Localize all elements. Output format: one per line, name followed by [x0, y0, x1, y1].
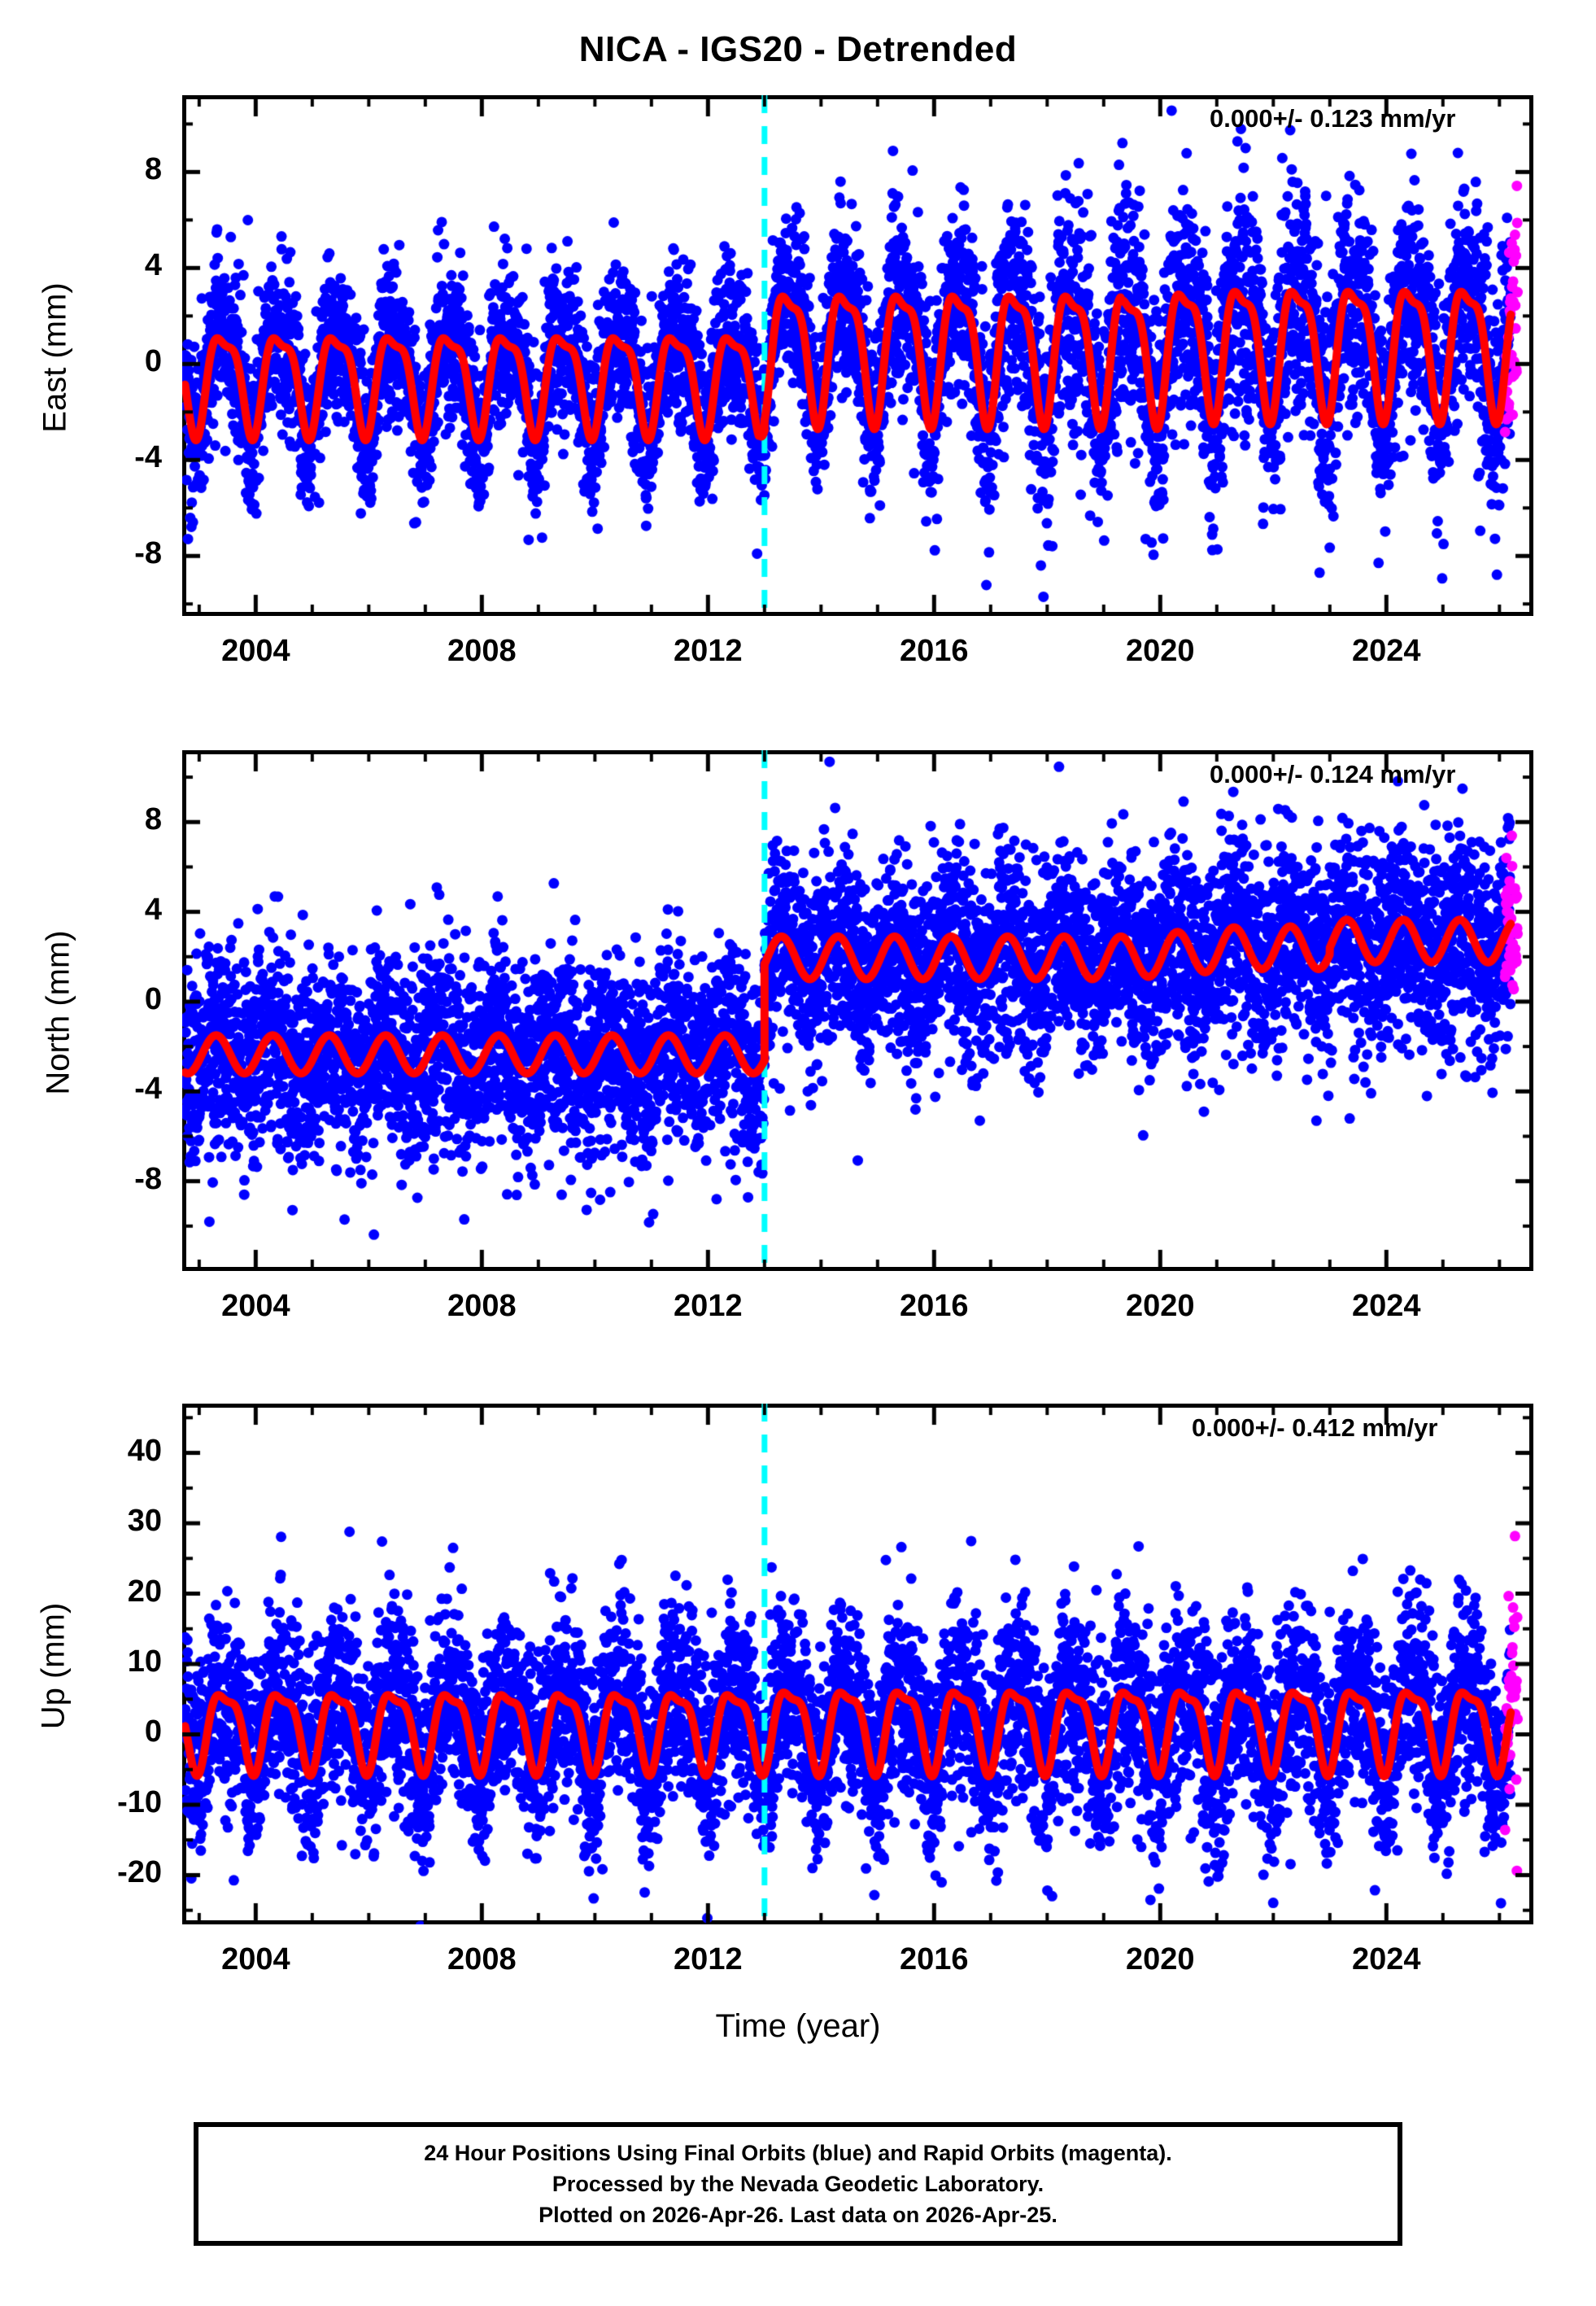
- panel-east: [182, 95, 1533, 616]
- ytick-label: 8: [144, 802, 162, 837]
- panel-north: [182, 750, 1533, 1271]
- xtick-label: 2020: [1126, 1289, 1195, 1323]
- ytick-label: 4: [144, 892, 162, 927]
- caption-box: 24 Hour Positions Using Final Orbits (bl…: [194, 2122, 1402, 2246]
- ytick-label: 8: [144, 152, 162, 187]
- ytick-label: 0: [144, 981, 162, 1016]
- panel-east-rate-annotation: 0.000+/- 0.123 mm/yr: [1210, 104, 1456, 133]
- panel-up-plot-area: [182, 1404, 1533, 1924]
- caption-line-2: Processed by the Nevada Geodetic Laborat…: [552, 2171, 1044, 2196]
- xtick-label: 2012: [674, 1942, 743, 1976]
- ytick-label: -4: [134, 1072, 162, 1107]
- panel-up-rate-annotation: 0.000+/- 0.412 mm/yr: [1192, 1413, 1438, 1442]
- xtick-label: 2024: [1352, 1942, 1421, 1976]
- xtick-label: 2008: [447, 1289, 517, 1323]
- xtick-label: 2016: [900, 1942, 969, 1976]
- xtick-label: 2004: [221, 1289, 290, 1323]
- panel-east-plot-area: [182, 95, 1533, 616]
- xtick-label: 2012: [674, 1289, 743, 1323]
- ytick-label: 10: [127, 1644, 162, 1679]
- xtick-label: 2008: [447, 1942, 517, 1976]
- ytick-label: -10: [117, 1784, 162, 1819]
- ytick-label: -4: [134, 440, 162, 475]
- panel-north-rate-annotation: 0.000+/- 0.124 mm/yr: [1210, 760, 1456, 788]
- xtick-label: 2016: [900, 634, 969, 668]
- panel-north-plot-area: [182, 750, 1533, 1271]
- panel-up: [182, 1404, 1533, 1924]
- ytick-label: 4: [144, 248, 162, 283]
- ytick-label: 0: [144, 1714, 162, 1749]
- xtick-label: 2020: [1126, 1942, 1195, 1976]
- ytick-label: 20: [127, 1574, 162, 1609]
- xtick-label: 2024: [1352, 634, 1421, 668]
- xtick-label: 2004: [221, 1942, 290, 1976]
- ytick-label: 0: [144, 344, 162, 379]
- xtick-label: 2024: [1352, 1289, 1421, 1323]
- ytick-label: -20: [117, 1855, 162, 1890]
- ytick-label: 40: [127, 1433, 162, 1468]
- xtick-label: 2004: [221, 634, 290, 668]
- xtick-label: 2020: [1126, 634, 1195, 668]
- ytick-label: -8: [134, 1161, 162, 1196]
- ytick-label: 30: [127, 1504, 162, 1539]
- ytick-label: -8: [134, 536, 162, 571]
- xtick-label: 2008: [447, 634, 517, 668]
- x-axis-label: Time (year): [715, 2008, 881, 2044]
- xtick-label: 2016: [900, 1289, 969, 1323]
- xtick-label: 2012: [674, 634, 743, 668]
- caption-line-3: Plotted on 2026-Apr-26. Last data on 202…: [539, 2203, 1057, 2228]
- page-title: NICA - IGS20 - Detrended: [578, 29, 1018, 69]
- caption-line-1: 24 Hour Positions Using Final Orbits (bl…: [424, 2140, 1172, 2165]
